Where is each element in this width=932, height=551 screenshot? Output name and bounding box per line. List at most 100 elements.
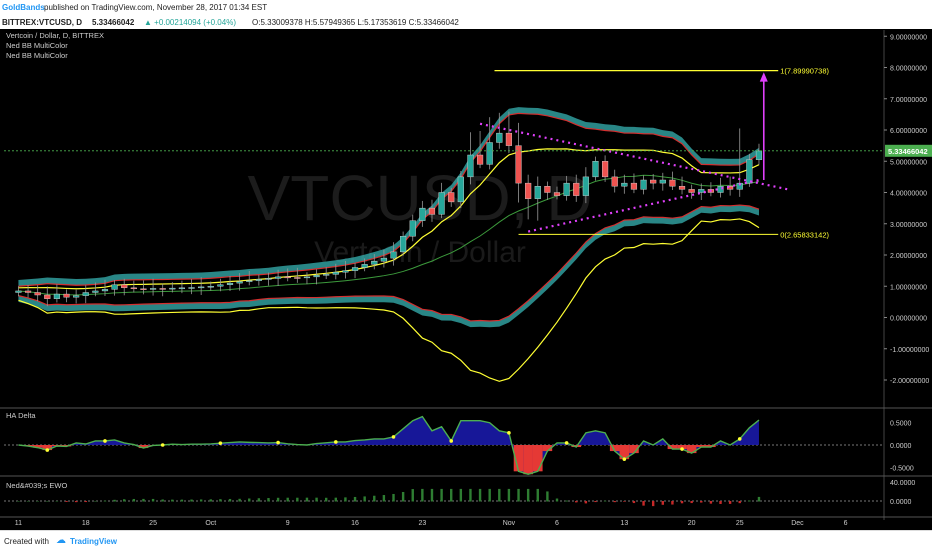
legend-indicator-2[interactable]: Ned BB MultiColor [6,51,68,60]
ha-cross-dot [103,439,107,443]
ewo-bar [469,489,471,502]
candle-body [410,221,416,237]
candle-body [631,183,637,189]
candle-body [641,180,647,189]
ewo-bar [238,499,240,502]
ewo-bar [623,501,625,502]
candle-body [208,286,214,287]
candle-body [285,277,291,278]
candle-body [506,133,512,146]
ha-cross-dot [507,431,511,435]
candle-body [256,279,262,280]
ewo-bar [700,501,702,503]
ha-y-label: 0.0000 [890,443,912,450]
candle-body [64,294,70,297]
x-tick-label: 6 [844,520,848,527]
ewo-y-label: 40.0000 [890,480,915,487]
ewo-bar [633,501,635,503]
candle-body [660,180,666,183]
candle-body [391,252,397,258]
ewo-bar [171,500,173,502]
ewo-bar [219,499,221,501]
y-tick-label: 3.00000000 [890,222,927,229]
ewo-bar [527,489,529,502]
candle-body [525,183,531,199]
candle-body [73,296,79,298]
candle-body [218,285,224,287]
ewo-bar [267,498,269,501]
candle-body [487,143,493,165]
candle-body [439,193,445,215]
candle-body [333,272,339,274]
ewo-bar [642,501,644,506]
ewo-bar [354,497,356,502]
ewo-bar [412,489,414,501]
cloud-icon: ☁ [56,535,66,546]
ha-negative-bar [523,445,533,474]
ewo-bar [258,498,260,501]
ewo-bar [652,501,654,506]
legend-indicator-1[interactable]: Ned BB MultiColor [6,41,68,50]
ha-cross-dot [276,441,280,445]
ewo-bar [200,499,202,501]
ewo-bar [296,498,298,502]
candle-body [477,155,483,164]
ewo-bar [277,498,279,502]
x-tick-label: 25 [736,520,744,527]
ha-cross-dot [334,440,338,444]
ewo-title[interactable]: Ned&#039;s EWO [6,481,67,490]
candle-body [121,285,127,288]
ewo-bar [315,498,317,502]
candle-body [448,193,454,202]
ha-delta-title[interactable]: HA Delta [6,411,36,420]
ewo-bar [142,499,144,502]
x-tick-label: Oct [205,520,216,527]
x-tick-label: 13 [620,520,628,527]
y-tick-label: 7.00000000 [890,97,927,104]
ha-cross-dot [565,441,569,445]
ewo-bar [739,501,741,503]
ewo-bar [335,498,337,502]
x-tick-label: 20 [688,520,696,527]
ha-cross-dot [45,448,49,452]
ewo-bar [325,498,327,502]
ewo-bar [460,489,462,502]
x-tick-label: Nov [503,520,516,527]
candle-body [179,288,185,289]
ewo-bar [181,500,183,502]
candle-body [275,277,281,279]
ewo-bar [65,501,67,502]
ewo-bar [344,497,346,501]
ewo-bar [556,499,558,502]
candle-body [583,177,589,196]
y-tick-label: 6.00000000 [890,128,927,135]
candle-body [679,186,685,189]
ewo-bar [373,496,375,502]
ewo-bar [190,500,192,502]
ewo-bar [537,489,539,502]
candle-body [169,288,175,289]
candle-body [246,281,252,282]
ewo-bar [392,494,394,502]
candle-body [458,177,464,202]
ewo-bar [306,498,308,502]
candle-body [756,151,762,160]
ewo-bar [85,501,87,502]
ewo-bar [56,501,58,502]
ewo-bar [152,499,154,502]
candle-body [141,289,147,290]
ewo-bar [681,501,683,503]
fib-label-0: 0(2.65833142) [780,230,829,239]
candle-body [612,177,618,186]
candle-body [323,274,329,275]
ewo-bar [431,489,433,502]
candle-body [304,277,310,278]
ewo-bar [46,501,48,502]
candle-body [266,278,272,279]
candle-body [573,183,579,196]
price-axis[interactable]: 9.000000008.000000007.000000006.00000000… [884,34,929,385]
tradingview-brand[interactable]: TradingView [70,537,117,546]
ewo-bar [565,501,567,502]
